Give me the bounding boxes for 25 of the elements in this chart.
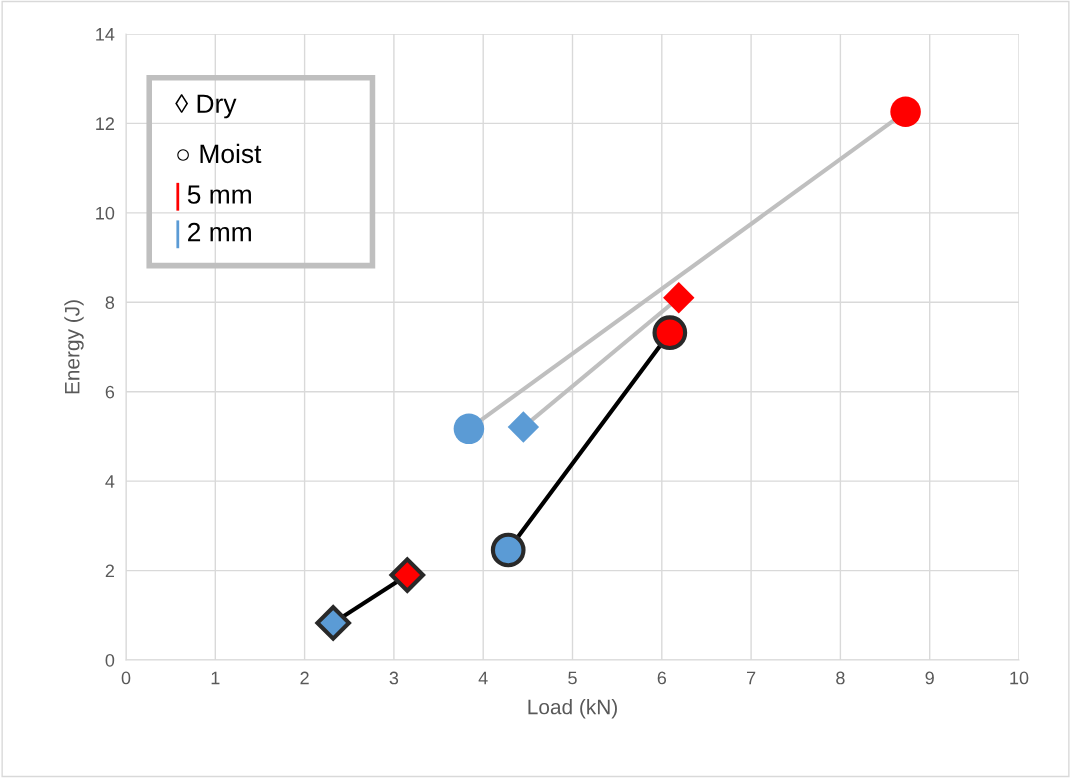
annotation: 2 mm bbox=[188, 222, 251, 242]
x-tick-label: 4 bbox=[478, 671, 488, 685]
y-tick-label: 10 bbox=[96, 206, 115, 220]
annotation: ○ Moist bbox=[177, 143, 262, 164]
annotation: ◊ Dry bbox=[175, 94, 237, 119]
y-tick-label: 0 bbox=[105, 653, 115, 667]
x-tick-label: 9 bbox=[925, 671, 934, 685]
x-tick-label: 2 bbox=[300, 671, 309, 685]
x-tick-label: 10 bbox=[1010, 671, 1029, 685]
x-axis-title: Load (kN) bbox=[528, 699, 617, 719]
y-tick-label: 8 bbox=[105, 296, 115, 310]
y-tick-label: 12 bbox=[96, 117, 114, 130]
annotation: 5 mm bbox=[187, 185, 251, 204]
x-tick-label: 6 bbox=[657, 671, 667, 685]
x-tick-label: 0 bbox=[121, 671, 131, 685]
y-tick-label: 6 bbox=[105, 385, 115, 399]
x-tick-label: 1 bbox=[211, 671, 220, 685]
y-tick-label: 4 bbox=[105, 475, 115, 488]
x-tick-label: 3 bbox=[389, 671, 399, 685]
y-tick-label: 2 bbox=[105, 564, 114, 578]
y-axis-title: Energy (J) bbox=[64, 300, 84, 394]
x-tick-label: 5 bbox=[568, 671, 577, 685]
x-tick-label: 8 bbox=[836, 671, 845, 685]
y-tick-label: 14 bbox=[96, 28, 115, 41]
x-tick-label: 7 bbox=[747, 671, 756, 685]
